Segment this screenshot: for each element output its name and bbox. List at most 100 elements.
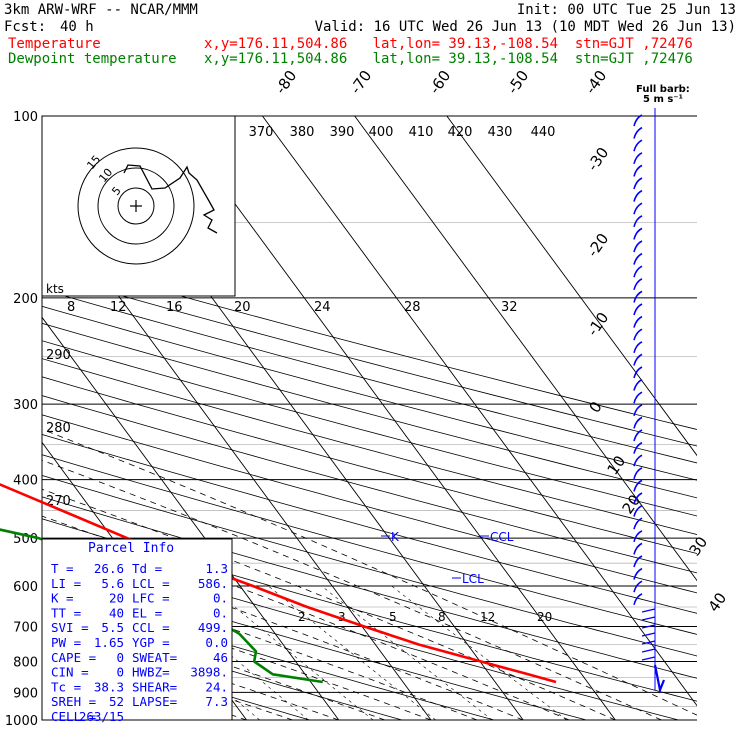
mixing-ratio-label-top: 16 [166, 300, 183, 315]
parcel-info-key: CAPE = [51, 650, 96, 665]
pressure-tick-label: 100 [13, 110, 38, 125]
mixing-ratio-line [321, 585, 493, 720]
parcel-info-value: 0. [213, 605, 228, 620]
mixing-ratio-label-top: 24 [314, 300, 331, 315]
parcel-info-value: 38.3 [94, 679, 124, 694]
parcel-info-key: YGP = [132, 635, 170, 650]
parcel-info-panel: Parcel Info T = 26.6 Td = 1.3 LI = 5.6 LCL = 586… [41, 538, 233, 724]
isotherm-line [262, 116, 697, 707]
isotherm-label: -60 [426, 67, 455, 97]
wind-barb-flag [633, 152, 643, 165]
wind-barb-flag [633, 227, 643, 240]
wind-barb-flag [633, 278, 643, 291]
pressure-tick-label: 300 [13, 398, 38, 413]
wind-barb-flag [633, 202, 643, 215]
parcel-info-box [41, 538, 233, 721]
wind-barb-flag [633, 391, 643, 404]
wind-barb-feather [641, 656, 656, 661]
isotherm-label: 30 [686, 533, 712, 559]
parcel-info-key: SWEAT= [132, 650, 177, 665]
moist-adiabat-line [42, 515, 570, 720]
wind-barb-flag [633, 126, 643, 139]
parcel-info-value: 3898. [190, 665, 228, 680]
theta-label: 370 [249, 125, 274, 140]
annotation-label: LCL [462, 572, 484, 586]
mixing-ratio-line [268, 585, 436, 720]
dry-adiabat-line [42, 272, 697, 447]
full-barb-legend-units: 5 m s⁻¹ [643, 94, 683, 105]
parcel-info-key: LCL = [132, 576, 170, 591]
mixing-ratio-label-bottom: 8 [438, 610, 446, 624]
wind-barb-flag [633, 303, 643, 316]
parcel-info-key: CIN = [51, 665, 89, 680]
parcel-info-key: SVI = [51, 620, 89, 635]
parcel-info-value: 263/15 [79, 709, 124, 724]
wind-barb-flag [633, 265, 643, 278]
dry-adiabat-line [42, 454, 697, 635]
isotherm-line [354, 116, 697, 582]
theta-label: 420 [448, 125, 473, 140]
full-barb-legend: Full barb: [636, 84, 690, 95]
parcel-info-key: Td = [132, 561, 162, 576]
wind-barb-feather [641, 632, 656, 637]
parcel-info-key: SREH = [51, 694, 96, 709]
dewpoint-legend-label: Dewpoint temperature [8, 51, 177, 67]
wind-barb-flag [633, 542, 643, 555]
isotherm-label: -20 [584, 230, 613, 260]
wind-barb-flag [633, 215, 643, 228]
wind-barb-flag [633, 139, 643, 152]
dry-adiabat-line [42, 475, 697, 657]
isotherm-label: 20 [619, 491, 645, 517]
parcel-info-value: 24. [205, 679, 228, 694]
forecast-hour: 40 h [60, 19, 94, 35]
isotherm-label: 40 [705, 589, 731, 615]
init-time: Init: 00 UTC Tue 25 Jun 13 [516, 2, 736, 18]
isotherm-label: -80 [272, 67, 301, 97]
wind-barb-flag [633, 441, 643, 454]
isotherm-label: -50 [504, 67, 533, 97]
wind-barb-flag [633, 328, 643, 341]
dry-adiabat-line [42, 588, 495, 720]
moist-adiabat-line [42, 562, 478, 720]
parcel-info-key: LI = [51, 576, 81, 591]
dry-adiabat-line [42, 414, 697, 594]
isotherm-label: -30 [584, 144, 613, 174]
parcel-info-value: 46 [213, 650, 228, 665]
wind-barb-flag [633, 189, 643, 202]
isotherm-line [446, 116, 697, 457]
wind-barb-flag [633, 580, 643, 593]
wind-barb-flag [633, 555, 643, 568]
wind-barb-flag [633, 114, 643, 127]
wind-barb-flag [633, 567, 643, 580]
hodograph-units-label: kts [46, 282, 64, 296]
wind-barb-flag [633, 517, 643, 530]
dry-adiabat-line [42, 496, 697, 679]
wind-barb-feather [641, 616, 656, 621]
mixing-ratio-label-top: 12 [110, 300, 127, 315]
mixing-ratio-line [391, 585, 567, 720]
annotation-label: K [391, 530, 400, 544]
hodograph-ring [77, 147, 195, 265]
mixing-ratio-label-bottom: 20 [537, 610, 552, 624]
wind-barb-flag [633, 454, 643, 467]
wind-barb-flag [633, 416, 643, 429]
dewpoint-legend-info: x,y=176.11,504.86 lat,lon= 39.13,-108.54… [204, 51, 693, 67]
wind-barb-feather [641, 608, 656, 613]
hodograph-ring [97, 167, 175, 245]
theta-label: 440 [531, 125, 556, 140]
parcel-info-value: 5.5 [101, 620, 124, 635]
parcel-info-key: Tc = [51, 679, 81, 694]
dry-adiabat-line [42, 289, 697, 464]
parcel-info-key: LFC = [132, 591, 170, 606]
wind-barb-flag [633, 492, 643, 505]
wind-barb-flag [633, 240, 643, 253]
wind-barb-feather [641, 640, 656, 645]
forecast-label: Fcst: [4, 19, 47, 35]
dry-adiabat-line [42, 434, 697, 614]
sounding-profiles [0, 483, 557, 684]
mixing-ratio-label-bottom: 12 [480, 610, 495, 624]
dry-adiabat-line [42, 305, 697, 481]
pressure-tick-label: 600 [13, 580, 38, 595]
